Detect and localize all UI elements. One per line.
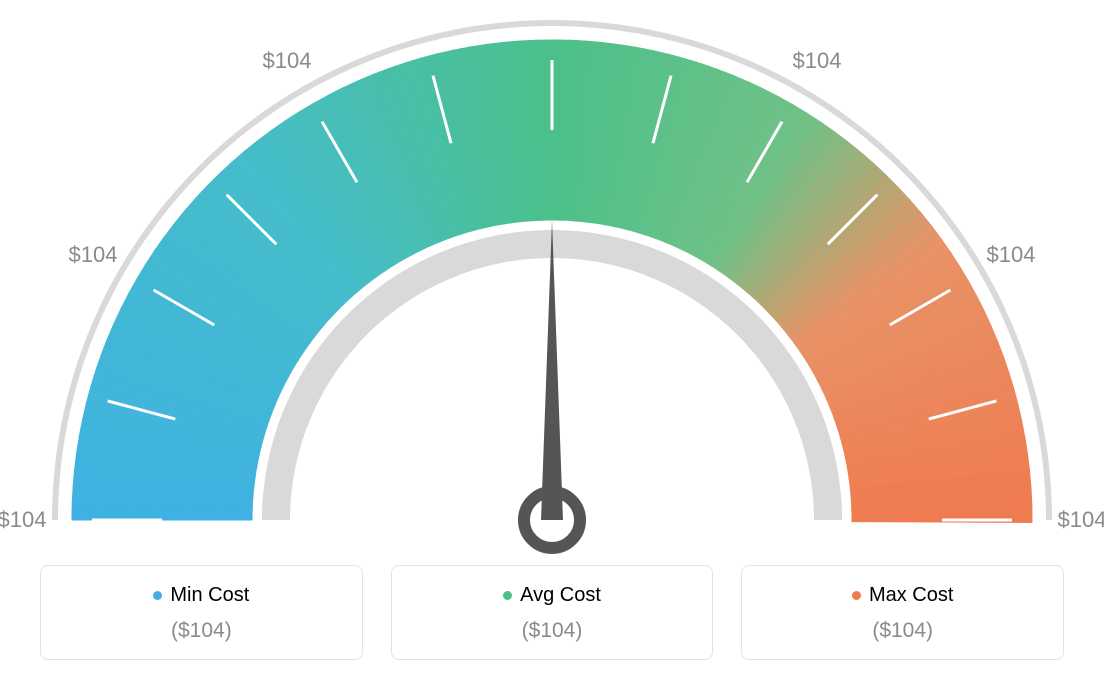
gauge-tick-label: $104 — [1058, 507, 1104, 533]
gauge-tick-label: $104 — [263, 48, 312, 74]
legend-value-avg: ($104) — [402, 619, 703, 643]
legend-value-min: ($104) — [51, 619, 352, 643]
legend-title-max: Max Cost — [852, 584, 953, 607]
legend-row: Min Cost ($104) Avg Cost ($104) Max Cost… — [40, 565, 1064, 660]
legend-title-min: Min Cost — [153, 584, 249, 607]
dot-icon — [503, 591, 512, 600]
dot-icon — [852, 591, 861, 600]
legend-card-min: Min Cost ($104) — [40, 565, 363, 660]
legend-card-max: Max Cost ($104) — [741, 565, 1064, 660]
gauge-tick-label: $104 — [69, 242, 118, 268]
gauge: $104 $104 $104 $104 $104 $104 $104 — [0, 0, 1104, 560]
legend-label-max: Max Cost — [869, 584, 953, 607]
legend-card-avg: Avg Cost ($104) — [391, 565, 714, 660]
legend-value-max: ($104) — [752, 619, 1053, 643]
chart-container: $104 $104 $104 $104 $104 $104 $104 Min Cost ($… — [0, 0, 1104, 690]
legend-label-min: Min Cost — [170, 584, 249, 607]
legend-label-avg: Avg Cost — [520, 584, 601, 607]
gauge-svg — [0, 0, 1104, 560]
gauge-tick-label: $104 — [0, 507, 46, 533]
legend-title-avg: Avg Cost — [503, 584, 601, 607]
gauge-tick-label: $104 — [987, 242, 1036, 268]
gauge-tick-label: $104 — [793, 48, 842, 74]
dot-icon — [153, 591, 162, 600]
gauge-tick-label: $104 — [528, 0, 577, 3]
